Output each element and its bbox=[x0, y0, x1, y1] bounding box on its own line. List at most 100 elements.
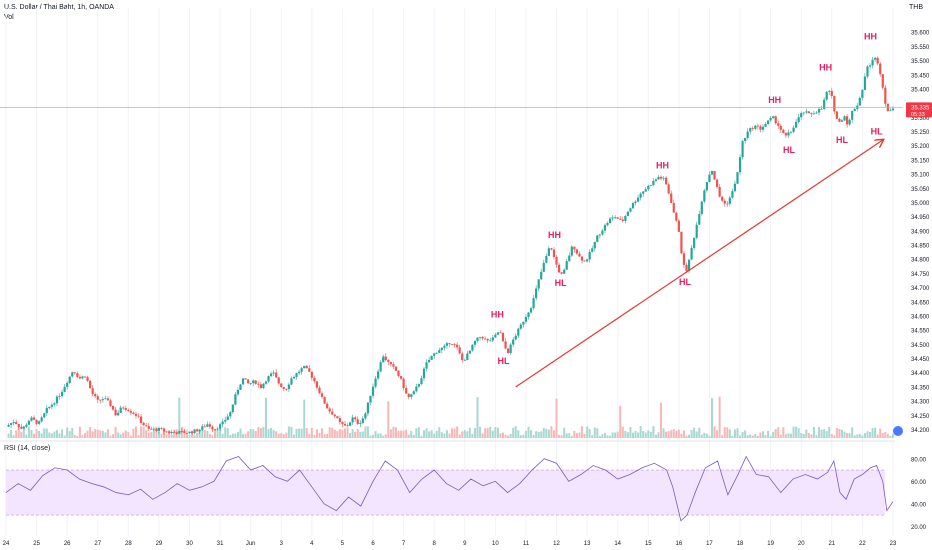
volume-bar bbox=[326, 433, 329, 438]
volume-bar bbox=[542, 427, 545, 438]
candle-body bbox=[226, 416, 229, 420]
candle-body bbox=[450, 344, 454, 345]
candle-body bbox=[626, 211, 629, 216]
volume-bar bbox=[522, 434, 525, 438]
time-tick-label: 12 bbox=[553, 541, 560, 547]
candle-body bbox=[249, 383, 252, 384]
price-tick-label: 34.800 bbox=[911, 258, 930, 264]
volume-bar bbox=[231, 433, 234, 438]
candle-body bbox=[634, 201, 637, 204]
candle-body bbox=[815, 112, 818, 114]
price-tick-label: 35.200 bbox=[911, 144, 930, 150]
candle-body bbox=[802, 112, 805, 114]
volume-bar bbox=[693, 427, 696, 438]
candle-body bbox=[40, 417, 43, 422]
rsi-tick-label: 60.00 bbox=[911, 480, 927, 486]
volume-bar bbox=[463, 430, 466, 438]
candle-body bbox=[221, 421, 224, 425]
volume-bar bbox=[366, 426, 369, 438]
chart-title: U.S. Dollar / Thai Baht, 1h, OANDA bbox=[4, 4, 114, 11]
volume-bar bbox=[484, 428, 487, 438]
volume-bar bbox=[425, 428, 428, 438]
candle-body bbox=[858, 97, 861, 106]
candle-body bbox=[124, 408, 127, 410]
volume-bar bbox=[639, 426, 642, 438]
candle-body bbox=[35, 419, 38, 424]
currency-label: THB bbox=[909, 4, 923, 11]
volume-bar bbox=[438, 427, 441, 438]
volume-bar bbox=[61, 429, 64, 438]
volume-bar bbox=[609, 435, 612, 438]
candle-body bbox=[63, 386, 66, 392]
volume-bar bbox=[275, 431, 278, 438]
volume-bar bbox=[76, 435, 79, 438]
volume-bar bbox=[170, 435, 173, 438]
volume-bar bbox=[361, 431, 364, 438]
volume-bar bbox=[318, 432, 321, 438]
annotation-hl-label: HL bbox=[871, 126, 883, 136]
volume-bar bbox=[132, 428, 135, 438]
volume-bar bbox=[660, 402, 663, 438]
candle-body bbox=[285, 388, 288, 390]
candle-body bbox=[15, 422, 18, 425]
candle-body bbox=[517, 328, 520, 336]
candle-body bbox=[478, 336, 482, 338]
volume-bar bbox=[407, 434, 410, 438]
candle-body bbox=[178, 431, 181, 434]
candle-body bbox=[346, 425, 349, 427]
candle-body bbox=[578, 253, 581, 257]
candle-body bbox=[769, 117, 772, 121]
candle-body bbox=[731, 191, 734, 198]
candle-body bbox=[499, 332, 502, 334]
volume-bar bbox=[573, 430, 576, 438]
price-tick-label: 35.500 bbox=[911, 59, 930, 65]
price-tick-label: 35.000 bbox=[911, 201, 930, 207]
volume-bar bbox=[101, 430, 104, 438]
volume-bar bbox=[287, 426, 290, 438]
candle-body bbox=[733, 183, 737, 192]
candle-body bbox=[440, 347, 443, 351]
candle-body bbox=[519, 324, 522, 329]
candle-body bbox=[774, 116, 777, 124]
candle-body bbox=[397, 370, 400, 377]
candle-body bbox=[318, 387, 321, 394]
candle-body bbox=[545, 255, 548, 263]
candle-body bbox=[43, 413, 46, 418]
candle-body bbox=[196, 429, 199, 432]
volume-bar bbox=[193, 435, 196, 438]
time-tick-label: 8 bbox=[433, 541, 437, 547]
volume-bar bbox=[644, 432, 647, 438]
candle-body bbox=[364, 413, 367, 419]
volume-bar bbox=[578, 432, 581, 438]
candle-body bbox=[282, 387, 285, 389]
price-tick-label: 34.700 bbox=[911, 286, 930, 292]
candle-body bbox=[305, 365, 308, 369]
time-tick-label: 29 bbox=[156, 541, 163, 547]
candle-body bbox=[680, 231, 683, 254]
volume-bar bbox=[858, 434, 861, 438]
candle-body bbox=[550, 248, 553, 250]
candle-body bbox=[142, 422, 145, 426]
candle-body bbox=[247, 379, 250, 384]
volume-bar bbox=[810, 434, 813, 438]
candle-body bbox=[91, 388, 94, 395]
candle-body bbox=[201, 426, 204, 430]
volume-bar bbox=[749, 434, 752, 438]
volume-bar bbox=[586, 426, 589, 438]
candle-body bbox=[800, 113, 803, 118]
current-price-tag bbox=[906, 102, 932, 118]
candle-body bbox=[608, 218, 612, 224]
volume-bar bbox=[201, 428, 204, 438]
candle-body bbox=[700, 201, 703, 215]
price-tick-label: 35.450 bbox=[911, 73, 930, 79]
candle-body bbox=[456, 344, 459, 348]
volume-bar bbox=[550, 426, 553, 438]
volume-bar bbox=[114, 426, 117, 438]
volume-bar bbox=[790, 433, 793, 438]
volume-bar bbox=[889, 435, 892, 438]
time-tick-label: 28 bbox=[125, 541, 132, 547]
volume-bar bbox=[147, 432, 150, 438]
candle-body bbox=[272, 372, 275, 374]
volume-bar bbox=[196, 432, 199, 438]
